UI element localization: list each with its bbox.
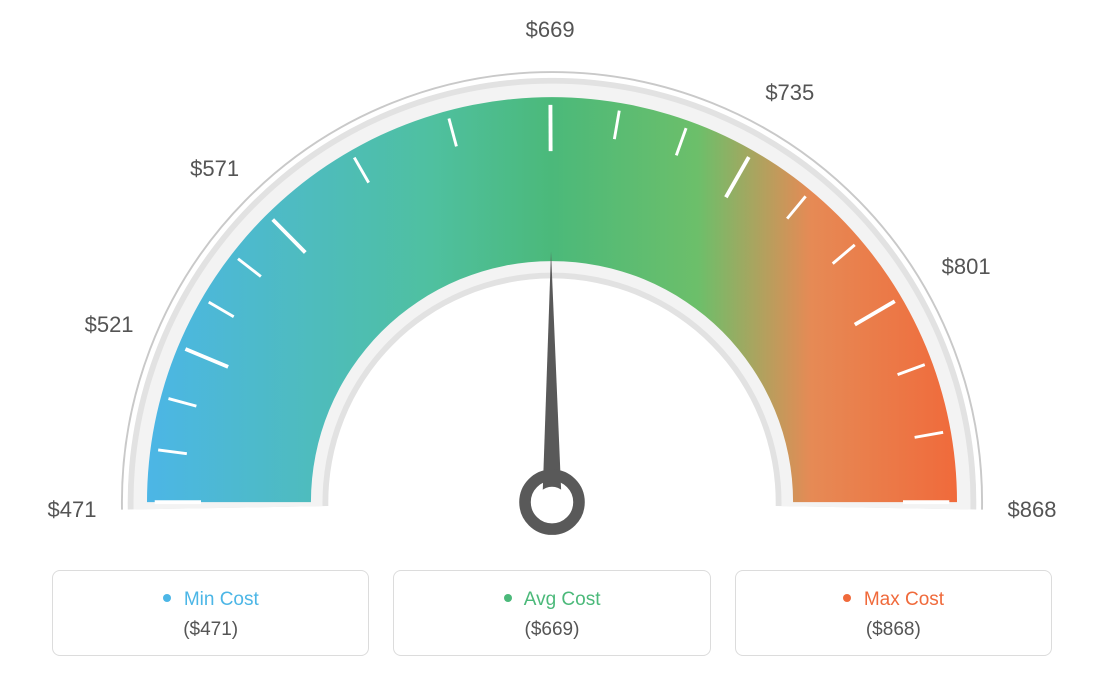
gauge-tick-label: $735 — [765, 80, 814, 106]
cost-gauge-chart: $471$521$571$669$735$801$868 — [52, 20, 1052, 560]
legend-box-min: Min Cost ($471) — [52, 570, 369, 656]
gauge-tick-label: $521 — [85, 312, 134, 338]
legend-dot-avg — [504, 594, 512, 602]
legend-label-min: Min Cost — [53, 589, 368, 611]
gauge-tick-label: $801 — [942, 254, 991, 280]
gauge-tick-label: $571 — [190, 156, 239, 182]
legend-dot-min — [163, 594, 171, 602]
legend-value-min: ($471) — [53, 619, 368, 641]
legend-text-max: Max Cost — [864, 589, 944, 610]
legend-label-avg: Avg Cost — [394, 589, 709, 611]
legend-label-max: Max Cost — [736, 589, 1051, 611]
legend-row: Min Cost ($471) Avg Cost ($669) Max Cost… — [52, 570, 1052, 656]
legend-box-max: Max Cost ($868) — [735, 570, 1052, 656]
legend-dot-max — [843, 594, 851, 602]
legend-text-avg: Avg Cost — [524, 589, 601, 610]
gauge-tick-label: $868 — [1008, 497, 1057, 523]
gauge-tick-label: $471 — [48, 497, 97, 523]
legend-box-avg: Avg Cost ($669) — [393, 570, 710, 656]
gauge-tick-label: $669 — [526, 17, 575, 43]
legend-value-avg: ($669) — [394, 619, 709, 641]
gauge-svg — [52, 20, 1052, 560]
legend-value-max: ($868) — [736, 619, 1051, 641]
legend-text-min: Min Cost — [184, 589, 259, 610]
